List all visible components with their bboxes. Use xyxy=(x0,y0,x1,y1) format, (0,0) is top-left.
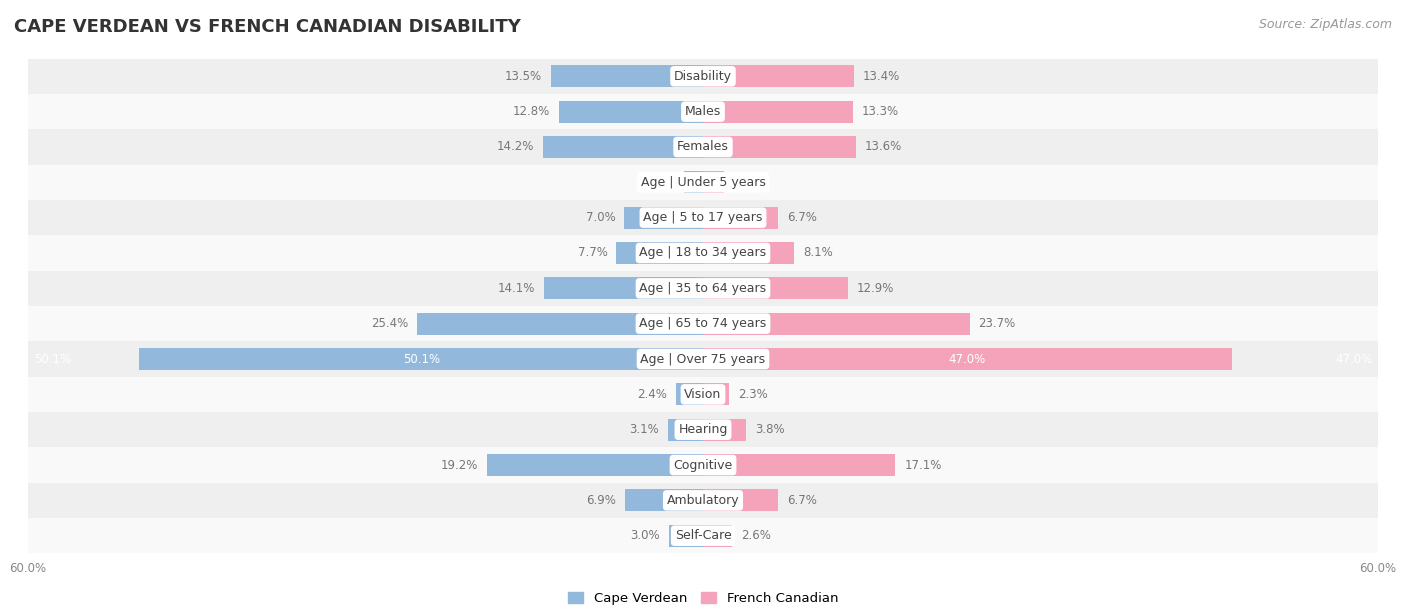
Text: 2.4%: 2.4% xyxy=(637,388,666,401)
Text: 25.4%: 25.4% xyxy=(371,317,408,330)
Bar xyxy=(668,419,703,441)
Text: Age | 18 to 34 years: Age | 18 to 34 years xyxy=(640,247,766,259)
Text: 23.7%: 23.7% xyxy=(979,317,1015,330)
Text: 6.9%: 6.9% xyxy=(586,494,616,507)
Text: Age | 35 to 64 years: Age | 35 to 64 years xyxy=(640,282,766,295)
Text: Self-Care: Self-Care xyxy=(675,529,731,542)
Text: CAPE VERDEAN VS FRENCH CANADIAN DISABILITY: CAPE VERDEAN VS FRENCH CANADIAN DISABILI… xyxy=(14,18,522,36)
Text: 13.5%: 13.5% xyxy=(505,70,543,83)
Text: 3.0%: 3.0% xyxy=(631,529,661,542)
Bar xyxy=(703,419,745,441)
Text: 3.8%: 3.8% xyxy=(755,423,785,436)
Text: Males: Males xyxy=(685,105,721,118)
Text: 14.2%: 14.2% xyxy=(496,141,534,154)
Text: 1.9%: 1.9% xyxy=(734,176,763,189)
Text: Vision: Vision xyxy=(685,388,721,401)
Bar xyxy=(28,412,1378,447)
Bar xyxy=(28,165,1378,200)
Text: Females: Females xyxy=(678,141,728,154)
Bar xyxy=(626,490,703,512)
Bar xyxy=(703,454,896,476)
Bar xyxy=(703,136,856,158)
Text: 50.1%: 50.1% xyxy=(34,353,70,365)
Text: 13.4%: 13.4% xyxy=(863,70,900,83)
Bar xyxy=(703,383,728,405)
Bar xyxy=(28,94,1378,129)
Bar xyxy=(28,129,1378,165)
Bar xyxy=(703,490,779,512)
Bar xyxy=(544,277,703,299)
Bar xyxy=(28,236,1378,271)
Bar xyxy=(616,242,703,264)
Text: 2.6%: 2.6% xyxy=(741,529,770,542)
Bar xyxy=(703,524,733,547)
Text: 17.1%: 17.1% xyxy=(904,458,942,471)
Text: Hearing: Hearing xyxy=(678,423,728,436)
Text: 2.3%: 2.3% xyxy=(738,388,768,401)
Bar xyxy=(543,136,703,158)
Text: 7.7%: 7.7% xyxy=(578,247,607,259)
Bar xyxy=(418,313,703,335)
Text: 12.8%: 12.8% xyxy=(513,105,550,118)
Text: 47.0%: 47.0% xyxy=(949,353,986,365)
Bar xyxy=(139,348,703,370)
Text: Source: ZipAtlas.com: Source: ZipAtlas.com xyxy=(1258,18,1392,31)
Text: 7.0%: 7.0% xyxy=(585,211,616,224)
Bar xyxy=(28,447,1378,483)
Text: 13.6%: 13.6% xyxy=(865,141,903,154)
Text: 8.1%: 8.1% xyxy=(803,247,832,259)
Text: Ambulatory: Ambulatory xyxy=(666,494,740,507)
Bar xyxy=(703,171,724,193)
Text: 6.7%: 6.7% xyxy=(787,211,817,224)
Text: 13.3%: 13.3% xyxy=(862,105,898,118)
Text: 14.1%: 14.1% xyxy=(498,282,536,295)
Legend: Cape Verdean, French Canadian: Cape Verdean, French Canadian xyxy=(562,587,844,611)
Bar xyxy=(676,383,703,405)
Bar xyxy=(28,376,1378,412)
Bar xyxy=(683,171,703,193)
Bar xyxy=(28,271,1378,306)
Bar xyxy=(703,313,970,335)
Bar xyxy=(28,518,1378,553)
Bar xyxy=(624,207,703,229)
Text: Cognitive: Cognitive xyxy=(673,458,733,471)
Text: Age | 5 to 17 years: Age | 5 to 17 years xyxy=(644,211,762,224)
Bar xyxy=(703,348,1232,370)
Bar xyxy=(703,65,853,88)
Text: 6.7%: 6.7% xyxy=(787,494,817,507)
Text: Age | Over 75 years: Age | Over 75 years xyxy=(641,353,765,365)
Bar xyxy=(28,341,1378,376)
Text: 50.1%: 50.1% xyxy=(402,353,440,365)
Text: 19.2%: 19.2% xyxy=(440,458,478,471)
Bar xyxy=(28,59,1378,94)
Bar xyxy=(703,242,794,264)
Bar xyxy=(486,454,703,476)
Text: 12.9%: 12.9% xyxy=(858,282,894,295)
Bar xyxy=(703,100,852,122)
Text: Age | 65 to 74 years: Age | 65 to 74 years xyxy=(640,317,766,330)
Bar xyxy=(669,524,703,547)
Text: 47.0%: 47.0% xyxy=(1336,353,1372,365)
Bar xyxy=(560,100,703,122)
Bar xyxy=(703,277,848,299)
Text: Disability: Disability xyxy=(673,70,733,83)
Text: 3.1%: 3.1% xyxy=(630,423,659,436)
Text: 1.7%: 1.7% xyxy=(645,176,675,189)
Bar xyxy=(551,65,703,88)
Bar xyxy=(28,306,1378,341)
Bar xyxy=(28,200,1378,236)
Text: Age | Under 5 years: Age | Under 5 years xyxy=(641,176,765,189)
Bar xyxy=(703,207,779,229)
Bar xyxy=(28,483,1378,518)
